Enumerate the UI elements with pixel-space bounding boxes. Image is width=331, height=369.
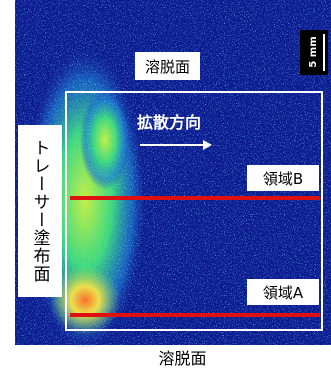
figure: 5 mm 拡散方向 溶脱面 領域B 領域A トレーサー塗布面 溶脱面 xyxy=(0,0,331,369)
region-b-label: 領域B xyxy=(247,165,319,191)
tracer-surface-label: トレーサー塗布面 xyxy=(18,125,62,297)
bottom-surface-label: 溶脱面 xyxy=(140,345,225,369)
region-a-label: 領域A xyxy=(247,279,319,305)
top-surface-label: 溶脱面 xyxy=(135,52,200,80)
scale-bar-label: 5 mm xyxy=(308,36,319,67)
direction-label: 拡散方向 xyxy=(137,113,201,132)
